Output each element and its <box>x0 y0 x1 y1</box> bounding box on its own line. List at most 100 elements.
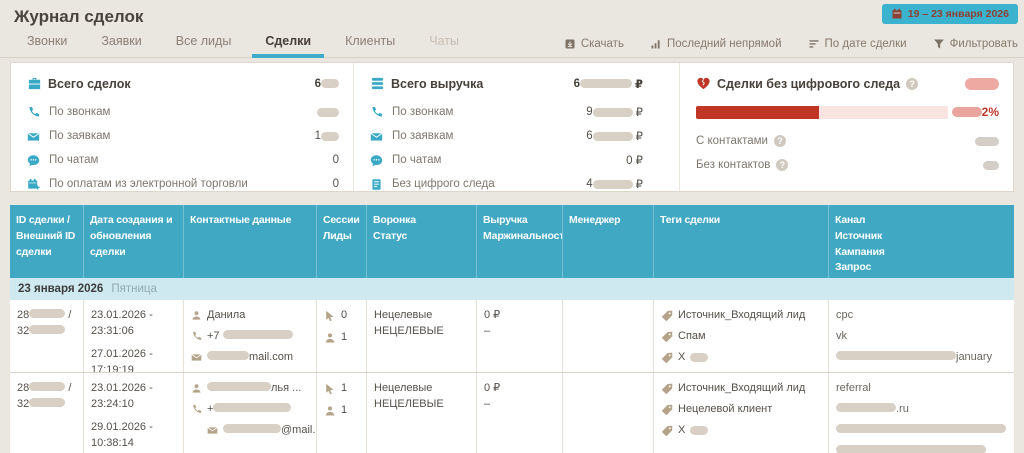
tab-deals[interactable]: Сделки <box>252 28 324 58</box>
redacted-tag <box>690 353 709 363</box>
redacted-value <box>321 131 339 141</box>
funnel-name: Нецелевые <box>374 309 433 321</box>
cell-contacts: лья ... + @mail.ru <box>184 373 317 453</box>
updated-at: 29.01.2026 - 10:38:14 <box>91 420 153 449</box>
col-dates: Дата создания и обновления сделки <box>84 205 184 278</box>
revenue-by-requests-row: По заявкам 6 ₽ <box>370 124 665 148</box>
info-icon[interactable]: ? <box>906 77 919 90</box>
person-icon <box>191 310 202 321</box>
contact-name: Данила <box>207 309 246 321</box>
summary-panel: Всего сделок 6 По звонкам По заявкам 1 П… <box>10 62 1014 192</box>
no-trace-percent: 2% <box>951 105 999 119</box>
without-contacts-row: Без контактов ? <box>696 153 999 177</box>
inbox-icon <box>370 130 383 143</box>
source-value: .ru <box>836 402 1007 418</box>
leads-count: 1 <box>341 330 348 343</box>
redacted-id <box>29 397 66 407</box>
table-row[interactable]: 28 / 32 23.01.2026 - 23:31:06 27.01.2026… <box>10 300 1014 373</box>
sort-by-date-button[interactable]: По дате сделки <box>808 38 907 50</box>
deals-by-ecommerce-row: По оплатам из электронной торговли 0 <box>27 172 339 196</box>
phone-icon <box>27 106 40 119</box>
funnel-name: Нецелевые <box>374 382 433 394</box>
attribution-model-button[interactable]: Последний непрямой <box>650 38 782 50</box>
deal-tag: Источник_Входящий лид <box>678 382 806 394</box>
redacted-value <box>951 107 982 117</box>
cell-manager <box>563 373 654 453</box>
toolbar: Скачать Последний непрямой По дате сделк… <box>564 38 1018 57</box>
date-range-label: 19 – 23 января 2026 <box>907 8 1009 20</box>
filter-label: Фильтровать <box>949 38 1018 50</box>
tab-clients[interactable]: Клиенты <box>345 34 396 48</box>
cell-sessions: 0 1 <box>317 300 367 372</box>
redacted-phone <box>222 329 293 339</box>
cell-tags: Источник_Входящий лид Спам X <box>654 300 829 372</box>
cell-contacts: Данила +7 mail.com <box>184 300 317 372</box>
col-deal-id: ID сделки / Внешний ID сделки <box>10 205 84 278</box>
redacted-value <box>983 160 999 170</box>
deal-status: НЕЦЕЛЕВЫЕ <box>374 324 444 337</box>
revenue-summary-card: Всего выручка 6 ₽ По звонкам 9 ₽ По заявка… <box>353 63 679 191</box>
date-group-row: 23 января 2026 Пятница <box>10 278 1014 300</box>
cell-sessions: 1 1 <box>317 373 367 453</box>
tab-chats[interactable]: Чаты <box>429 34 459 48</box>
redacted-campaign <box>836 444 986 453</box>
contact-phone: + <box>207 402 292 418</box>
cell-channel: cpc vk january <не заполнено> <box>829 300 1014 372</box>
download-button[interactable]: Скачать <box>564 38 624 50</box>
tag-icon <box>661 352 673 364</box>
coins-icon <box>370 76 385 91</box>
no-trace-card: Сделки без цифрового следа ? 2% С контак… <box>679 63 1013 191</box>
tag-icon <box>661 425 673 437</box>
attribution-label: Последний непрямой <box>666 38 782 50</box>
deal-status: НЕЦЕЛЕВЫЕ <box>374 397 444 410</box>
contact-email: mail.com <box>207 350 293 366</box>
cell-tags: Источник_Входящий лид Нецелевой клиент X <box>654 373 829 453</box>
tag-icon <box>661 404 673 416</box>
redacted-value <box>592 179 633 189</box>
deals-by-calls-row: По звонкам <box>27 100 339 124</box>
cell-funnel: Нецелевые НЕЦЕЛЕВЫЕ <box>367 300 477 372</box>
date-range-button[interactable]: 19 – 23 января 2026 <box>881 4 1018 24</box>
info-icon[interactable]: ? <box>776 159 789 171</box>
redacted-email <box>223 423 281 433</box>
revenue-total-title: Всего выручка <box>370 76 565 91</box>
cell-revenue: 0 ₽ – <box>477 300 563 372</box>
progress-fill <box>696 105 820 119</box>
deal-tag: Спам <box>678 329 706 342</box>
contact-name: лья ... <box>207 381 301 397</box>
revenue-no-trace-row: Без цифрого следа 4 ₽ <box>370 172 665 196</box>
deal-tag: Нецелевой клиент <box>678 402 773 415</box>
deal-margin: – <box>484 324 491 337</box>
col-tags: Теги сделки <box>654 205 829 278</box>
col-contacts: Контактные данные <box>184 205 317 278</box>
page-title: Журнал сделок <box>14 7 144 26</box>
info-icon[interactable]: ? <box>773 135 786 147</box>
updated-at: 27.01.2026 - 17:19:19 <box>91 347 153 372</box>
filter-button[interactable]: Фильтровать <box>933 38 1018 50</box>
deals-table: ID сделки / Внешний ID сделки Дата созда… <box>10 205 1014 453</box>
channel-value: cpc <box>836 309 854 321</box>
tab-all-leads[interactable]: Все лиды <box>175 34 232 48</box>
redacted-value <box>317 107 339 117</box>
deal-tag: Источник_Входящий лид <box>678 309 806 321</box>
redacted-name <box>207 382 271 391</box>
source-value: vk <box>836 329 847 342</box>
document-icon <box>370 178 383 191</box>
col-manager: Менеджер <box>563 205 654 278</box>
revenue-by-calls-row: По звонкам 9 ₽ <box>370 100 665 124</box>
table-row[interactable]: 28 / 32 23.01.2026 - 23:24:10 29.01.2026… <box>10 373 1014 453</box>
tab-calls[interactable]: Звонки <box>27 34 68 48</box>
cell-funnel: Нецелевые НЕЦЕЛЕВЫЕ <box>367 373 477 453</box>
campaign-value: january <box>836 350 1007 366</box>
deal-revenue: 0 ₽ <box>484 309 501 321</box>
phone-icon <box>191 404 202 415</box>
group-weekday: Пятница <box>111 283 157 295</box>
person-icon <box>324 405 336 417</box>
campaign-value <box>836 423 1007 439</box>
deals-total-value: 6 <box>315 78 339 90</box>
tab-requests[interactable]: Заявки <box>101 34 142 48</box>
broken-heart-icon <box>696 76 711 91</box>
deal-tag: X <box>678 350 686 363</box>
contact-phone: +7 <box>207 329 293 345</box>
tabs: Звонки Заявки Все лиды Сделки Клиенты Ча… <box>14 28 472 58</box>
